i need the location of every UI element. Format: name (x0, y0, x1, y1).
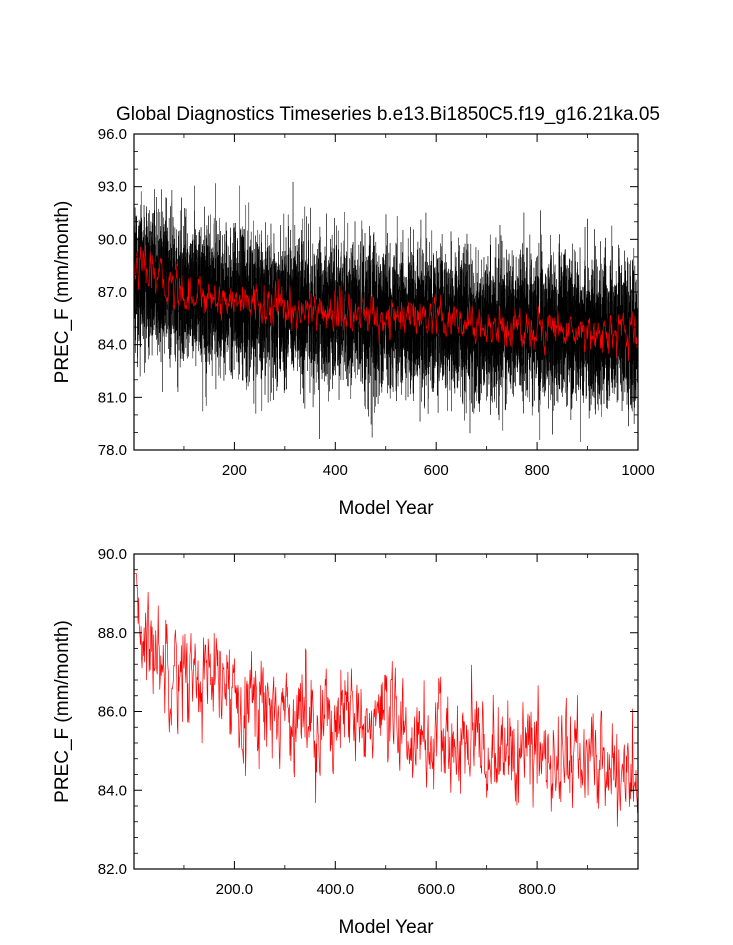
y-axis-title: PREC_F (mm/month) (52, 620, 73, 803)
y-tick-label: 84.0 (98, 782, 127, 799)
x-tick-label: 400.0 (317, 881, 355, 898)
y-tick-label: 93.0 (98, 179, 127, 196)
y-tick-label: 96.0 (98, 126, 127, 143)
top-panel-plot: 78.0 81.0 84.0 87.0 90.0 93.0 96.0 200 400 600 800… (52, 126, 655, 519)
x-tick-label: 1000 (621, 462, 654, 479)
annual-mean-series-line (134, 245, 638, 362)
y-tick-label: 86.0 (98, 704, 127, 721)
y-tick-label: 82.0 (98, 861, 127, 878)
plot-area (134, 181, 638, 442)
y-tick-label: 78.0 (98, 442, 127, 459)
y-tick-label: 88.0 (98, 625, 127, 642)
bottom-panel-plot: 82.0 84.0 86.0 88.0 90.0 200.0 400.0 600.0 800.0… (52, 546, 639, 938)
figure-title: Global Diagnostics Timeseries b.e13.Bi18… (116, 104, 660, 125)
y-tick-label: 81.0 (98, 389, 127, 406)
y-tick-label: 87.0 (98, 284, 127, 301)
y-tick-label: 90.0 (98, 546, 127, 563)
plot-area (134, 573, 638, 827)
plot-frame (133, 553, 639, 870)
y-tick-label: 84.0 (98, 337, 127, 354)
annual-mean-series-line (134, 573, 638, 827)
x-tick-label: 200 (222, 462, 247, 479)
y-tick-label: 90.0 (98, 231, 127, 248)
x-axis-title: Model Year (338, 917, 434, 938)
x-axis-title: Model Year (338, 498, 434, 519)
y-axis-title: PREC_F (mm/month) (52, 201, 73, 384)
x-tick-label: 600 (424, 462, 449, 479)
x-tick-label: 800.0 (518, 881, 556, 898)
x-tick-label: 600.0 (417, 881, 455, 898)
x-tick-label: 800 (525, 462, 550, 479)
x-tick-label: 200.0 (216, 881, 254, 898)
x-tick-label: 400 (323, 462, 348, 479)
